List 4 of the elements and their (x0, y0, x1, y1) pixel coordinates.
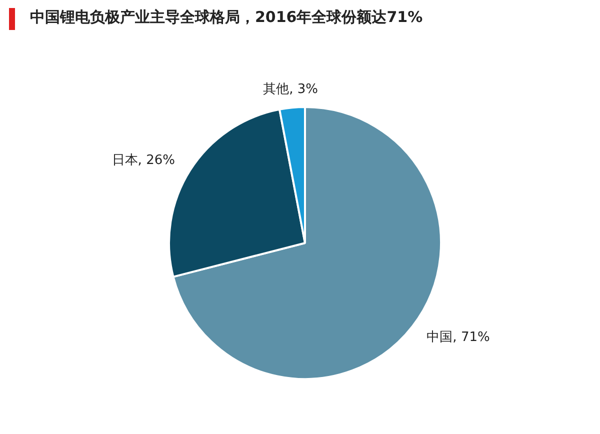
chart-title: 中国锂电负极产业主导全球格局，2016年全球份额达71% (30, 8, 423, 27)
slice-label: 中国, 71% (426, 330, 490, 345)
slice-label: 日本, 26% (112, 152, 175, 168)
slice-label: 其他, 3% (263, 82, 318, 98)
